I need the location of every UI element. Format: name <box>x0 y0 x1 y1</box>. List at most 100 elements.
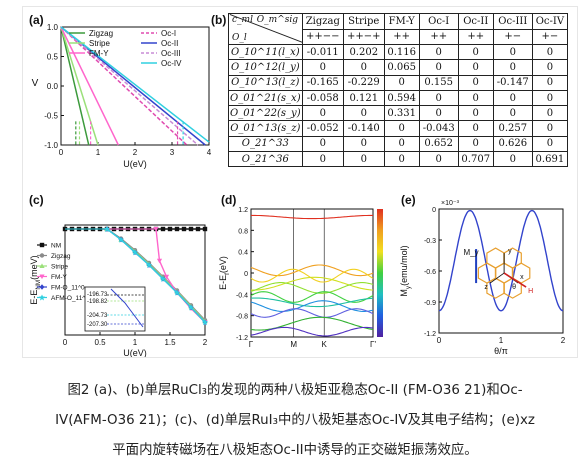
table-row-header: O_01^21(s_x) <box>228 89 303 107</box>
table-row: O_10^11(l_x) -0.011 0.202 0.116 0 0 0 0 <box>228 43 569 61</box>
k-point-label-d: M <box>290 340 297 349</box>
x-tick-label-c: 1.5 <box>164 338 176 347</box>
table-cell: 0 <box>342 151 385 168</box>
table-column-header: Oc-IV <box>531 13 569 30</box>
table-cell: 0 <box>342 105 385 122</box>
data-point-c <box>118 236 124 243</box>
table-column-header: FM-Y <box>383 13 420 30</box>
panel-label-e: (e) <box>401 193 416 207</box>
table-cell: 0.116 <box>383 43 420 61</box>
data-point-c <box>174 289 180 296</box>
legend-marker-c <box>39 253 45 258</box>
legend-label-c: FM-Y <box>51 274 68 281</box>
table-cell: 0 <box>301 135 344 153</box>
table-cell: 0 <box>457 43 494 61</box>
table-cell: 0 <box>492 59 533 76</box>
y-tick-label-d: 0.8 <box>238 228 248 235</box>
legend-label-c: Stripe <box>51 264 68 271</box>
band-line-d <box>250 316 374 331</box>
y-axis-label-d: E-Ef(eV) <box>218 256 231 290</box>
y-tick-label-d: 0.4 <box>238 250 248 257</box>
table-sign-cell: ++ <box>383 28 420 45</box>
table-sign-row: ++−− ++−+ ++ ++ ++ +− +− <box>229 28 569 45</box>
table-row-header: O_01^22(s_y) <box>228 105 303 122</box>
caption-line-2: IV(AFM-O36 21)；(c)、(d)单层RuI₃中的八极矩基态Oc-IV… <box>55 413 535 428</box>
table-cell: 0 <box>492 105 533 122</box>
table-column-header: Oc-III <box>492 13 533 30</box>
y-axis-label-c: E-ENM(meV) <box>29 255 42 304</box>
x-tick-label-c: 1 <box>133 338 138 347</box>
table-sign-cell: +− <box>531 28 569 45</box>
table-cell: 0.257 <box>492 120 533 137</box>
legend-label-a: Oc-II <box>161 39 178 48</box>
data-point-c <box>104 226 110 232</box>
table-cell: 0 <box>301 151 344 168</box>
field-h-arrow-e <box>503 272 527 288</box>
y-tick-label-d: -0.8 <box>236 314 248 321</box>
inset-curve-c <box>110 288 144 328</box>
panel-e: 0 -0.3 -0.6 -0.9 -1.2 0 1 2 θ/π ×10⁻³ My(emu/mol) M… <box>395 187 577 357</box>
table-sign-cell: ++−+ <box>342 28 385 45</box>
table-row-header: O_21^33 <box>228 135 303 153</box>
table-cell: -0.147 <box>492 74 533 91</box>
k-point-label-d: Γ <box>249 340 254 349</box>
table-cell: -0.043 <box>418 120 459 137</box>
series-line-a <box>60 26 90 146</box>
table-sign-cell: ++−− <box>301 28 344 45</box>
inset-label-h-e: H <box>528 288 533 295</box>
table-cell: 0 <box>531 105 569 122</box>
x-tick-label-a: 3 <box>170 148 175 157</box>
table-cell: 0 <box>342 135 385 153</box>
chart-e: 0-0.3-0.6-0.9-1.20 1 2θ/π×10⁻³My(emu/mol) M… <box>399 200 566 356</box>
table-row: O_01^13(s_z) -0.052 -0.140 0 -0.043 0 0.257 0 <box>228 120 569 137</box>
legend-label-a: Oc-III <box>161 49 181 58</box>
legend-marker-c <box>39 242 45 248</box>
band-line-d <box>250 326 374 337</box>
y-tick-label-d: -1.2 <box>236 335 248 342</box>
table-corner-label: O_m^sig <box>256 15 298 25</box>
x-axis-label-e: θ/π <box>494 346 508 356</box>
series-line-a <box>60 26 199 146</box>
y-tick-label-a: -0.5 <box>44 112 58 121</box>
table-cell: 0.202 <box>342 43 385 61</box>
data-point-c <box>132 249 138 256</box>
x-tick-label-a: 2 <box>133 148 138 157</box>
table-row-header: O_10^11(l_x) <box>228 43 303 61</box>
table-cell: -0.165 <box>301 74 344 91</box>
y-tick-label-d: -0.4 <box>236 292 248 299</box>
legend-label-c: FM-O_11^0 <box>51 285 85 292</box>
data-point-c <box>174 226 180 232</box>
figure: 0 1 2 3 4 1.0 0.5 0.0 -0.5 -1.0 U(eV) V Zigzag Stripe… <box>22 6 578 358</box>
table-cell: 0 <box>301 59 344 76</box>
data-point-c <box>163 274 170 280</box>
table-cell: -0.011 <box>301 43 344 61</box>
k-point-label-d: Γ' <box>370 340 376 349</box>
inset-label-c: -198.82 <box>87 299 108 305</box>
legend-label-a: Zigzag <box>89 29 113 38</box>
y-axis-label-e: My(emu/mol) <box>399 245 412 296</box>
panel-a: 0 1 2 3 4 1.0 0.5 0.0 -0.5 -1.0 U(eV) V Zigzag Stripe… <box>23 7 223 177</box>
table-cell: 0 <box>531 74 569 91</box>
table-row: O_21^33 0 0 0 0.652 0 0.626 0 <box>228 135 569 153</box>
band-line-d <box>250 282 374 294</box>
series-line-a <box>60 26 99 146</box>
table-cell: 0 <box>531 89 569 107</box>
table-cell: 0 <box>492 151 533 168</box>
table-column-header: Oc-I <box>418 13 459 30</box>
caption-line-3: 平面内旋转磁场在八极矩态Oc-II中诱导的正交磁矩振荡效应。 <box>112 443 478 458</box>
band-line-d <box>250 291 374 303</box>
data-point-c <box>160 275 166 282</box>
y-tick-label-e: -1.2 <box>424 331 436 338</box>
plot-frame-e <box>438 208 564 334</box>
data-point-c <box>167 226 173 232</box>
table-sign-cell: ++ <box>418 28 459 45</box>
panel-label-a: (a) <box>29 13 44 27</box>
table-sign-cell: +− <box>492 28 533 45</box>
legend-label-a: FM-Y <box>89 49 109 58</box>
legend-label-c: AFM-O_11^0 <box>51 295 89 302</box>
inset-label-z-e: z <box>484 284 488 291</box>
y-tick-label-a: -1.0 <box>44 141 58 150</box>
axis-z-arrow-e <box>489 272 505 284</box>
y-tick-label-e: 0 <box>432 207 436 214</box>
